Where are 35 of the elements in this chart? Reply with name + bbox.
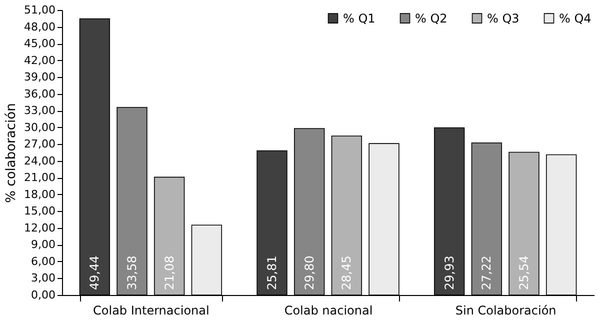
y-tick-label: 42,00 xyxy=(24,54,56,67)
x-tick-label: Colab nacional xyxy=(284,304,373,318)
y-tick-label: 12,00 xyxy=(24,221,56,234)
data-label: 28,45 xyxy=(340,256,354,290)
x-tick-label: Sin Colaboración xyxy=(455,304,556,318)
data-label: 33,58 xyxy=(125,256,139,290)
legend-label: % Q4 xyxy=(559,11,592,26)
y-tick-label: 33,00 xyxy=(24,104,56,118)
data-label: 25,81 xyxy=(265,256,279,290)
data-label: 29,93 xyxy=(442,256,456,290)
y-tick-label: 51,00 xyxy=(24,4,56,16)
y-tick-label: 48,00 xyxy=(24,20,56,34)
y-tick-label: 36,00 xyxy=(24,87,56,100)
y-tick-label: 39,00 xyxy=(24,70,56,84)
y-tick-label: 45,00 xyxy=(24,37,56,50)
y-tick-label: 15,00 xyxy=(24,204,56,218)
data-label: 27,22 xyxy=(480,256,494,290)
y-tick-label: 30,00 xyxy=(24,120,56,134)
data-label: 21,08 xyxy=(162,256,176,290)
legend-label: % Q2 xyxy=(415,11,448,26)
y-tick-label: 24,00 xyxy=(24,154,56,168)
legend-label: % Q1 xyxy=(343,11,376,26)
y-tick-label: 18,00 xyxy=(24,188,56,201)
legend-label: % Q3 xyxy=(487,11,520,26)
data-label: 49,44 xyxy=(88,256,102,290)
y-tick-label: 0,00 xyxy=(31,288,56,302)
x-tick-label: Colab Internacional xyxy=(93,304,210,318)
y-tick-label: 6,00 xyxy=(31,254,56,268)
y-tick-label: 3,00 xyxy=(31,272,56,285)
data-label: 25,54 xyxy=(517,256,531,290)
data-label: 29,80 xyxy=(302,256,316,290)
y-tick-label: 21,00 xyxy=(24,171,56,184)
y-tick-label: 27,00 xyxy=(24,138,56,151)
y-tick-label: 9,00 xyxy=(31,238,56,252)
y-axis-title: % colaboración xyxy=(4,103,20,203)
